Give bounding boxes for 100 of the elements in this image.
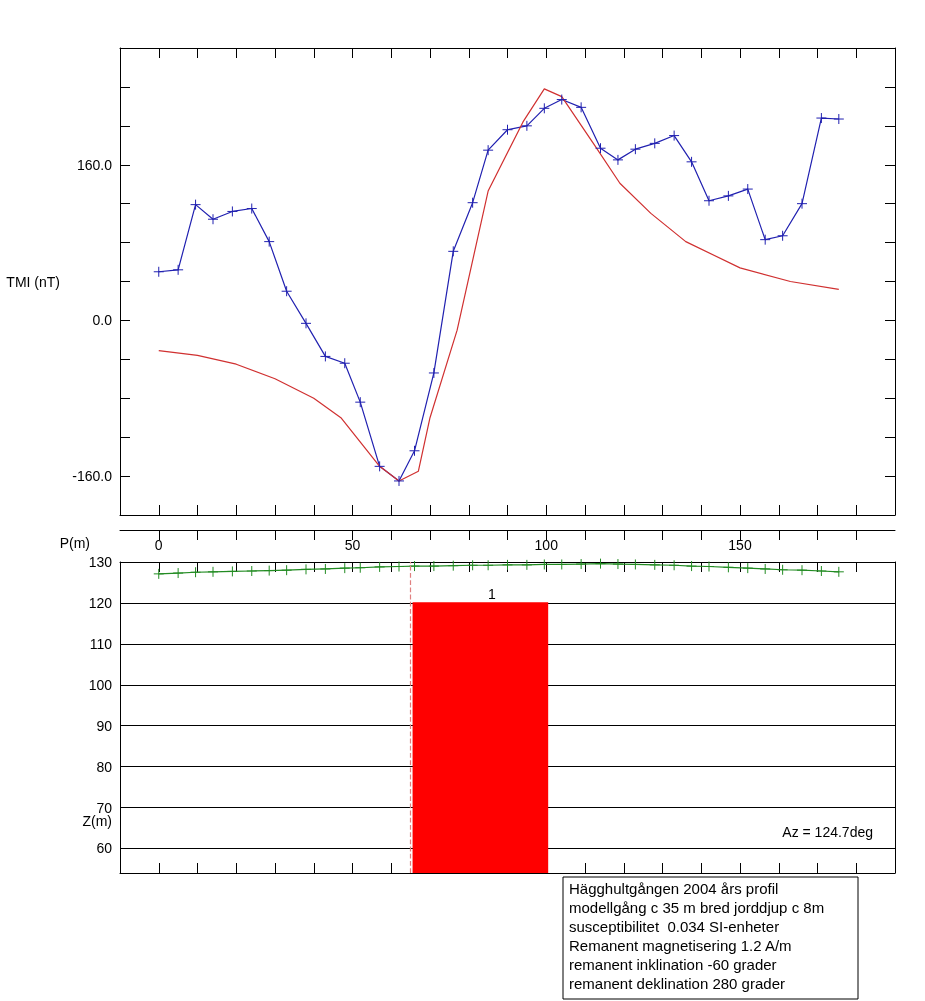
point: [482, 144, 494, 156]
y-tick-label: 80: [96, 758, 113, 775]
y-tick-label: 0.0: [92, 312, 113, 329]
point: [833, 113, 845, 125]
point: [521, 559, 533, 571]
y-tick-label: 90: [96, 717, 113, 734]
point: [190, 199, 202, 211]
point: [722, 190, 734, 202]
y-tick-label: 130: [88, 554, 113, 570]
annotation: Az = 124.7deg: [782, 824, 873, 840]
point: [649, 137, 661, 149]
annotation: 1: [488, 585, 497, 602]
x-tick-label: 100: [534, 537, 559, 553]
point: [447, 560, 459, 572]
point: [409, 445, 420, 457]
point: [281, 564, 293, 576]
point: [575, 101, 587, 113]
point: [612, 558, 624, 570]
point: [428, 367, 440, 379]
point: [538, 102, 550, 114]
point: [668, 130, 680, 142]
point: [649, 559, 661, 571]
point: [742, 562, 754, 574]
point: [447, 245, 459, 257]
point: [153, 266, 165, 278]
point: [319, 350, 331, 362]
point: [281, 285, 293, 297]
y-tick-label: 160.0: [76, 156, 113, 173]
point: [502, 559, 513, 571]
x-tick-label: 150: [728, 537, 752, 553]
x-tick-label: 0: [154, 537, 163, 553]
point: [629, 143, 641, 155]
point: [246, 203, 258, 215]
point: [153, 568, 165, 580]
point: [722, 561, 734, 573]
point: [759, 234, 771, 246]
point: [759, 563, 771, 575]
point: [263, 565, 275, 577]
point: [595, 558, 606, 570]
point: [777, 564, 789, 576]
point: [409, 560, 420, 572]
point: [686, 560, 698, 572]
point: [703, 561, 715, 572]
x-axis-title: P(m): [59, 535, 90, 551]
point: [207, 566, 219, 578]
y-axis-title: Z(m): [82, 813, 112, 830]
point: [374, 561, 386, 573]
y-tick-label: 60: [96, 840, 113, 857]
point: [172, 264, 184, 276]
text: Hägghultgången 2004 års profil: [569, 880, 779, 897]
point: [703, 195, 715, 207]
point: [502, 124, 513, 136]
point: [339, 562, 351, 574]
y-axis-title: TMI (nT): [6, 273, 60, 290]
point: [226, 205, 238, 217]
point: [612, 154, 624, 166]
text: remanent deklination 280 grader: [569, 975, 785, 992]
y-tick-label: 110: [89, 635, 113, 652]
text: modellgång c 35 m bred jorddjup c 8m: [569, 899, 825, 916]
point: [556, 94, 568, 106]
text: Remanent magnetisering 1.2 A/m: [569, 937, 792, 954]
point: [521, 120, 533, 132]
point: [833, 566, 845, 578]
point: [575, 558, 587, 570]
point: [300, 563, 312, 575]
point: [393, 475, 405, 487]
point: [467, 197, 479, 209]
point: [629, 558, 641, 570]
y-tick-label: 70: [96, 799, 113, 816]
point: [815, 112, 827, 124]
y-tick-label: -160.0: [72, 468, 113, 485]
point: [300, 317, 312, 329]
point: [172, 567, 184, 579]
point: [482, 559, 494, 571]
point: [815, 565, 827, 577]
point: [354, 396, 366, 408]
point: [686, 156, 698, 168]
point: [339, 357, 351, 369]
text: susceptibilitet 0.034 SI-enheter: [569, 918, 780, 935]
point: [246, 565, 258, 577]
point: [354, 562, 366, 574]
point: [796, 564, 808, 576]
point: [467, 559, 479, 571]
point: [556, 558, 568, 570]
point: [796, 198, 808, 210]
point: [190, 566, 202, 578]
point: [207, 213, 219, 225]
x-tick-label: 50: [344, 537, 361, 553]
point: [777, 230, 789, 242]
point: [226, 565, 238, 577]
point: [393, 561, 405, 572]
point: [668, 559, 680, 571]
text: remanent inklination -60 grader: [569, 956, 777, 973]
point: [319, 563, 331, 575]
y-tick-label: 100: [88, 676, 113, 693]
point: [742, 183, 754, 195]
y-tick-label: 120: [88, 594, 113, 611]
point: [538, 558, 550, 570]
point: [428, 560, 440, 572]
point: [595, 142, 606, 154]
